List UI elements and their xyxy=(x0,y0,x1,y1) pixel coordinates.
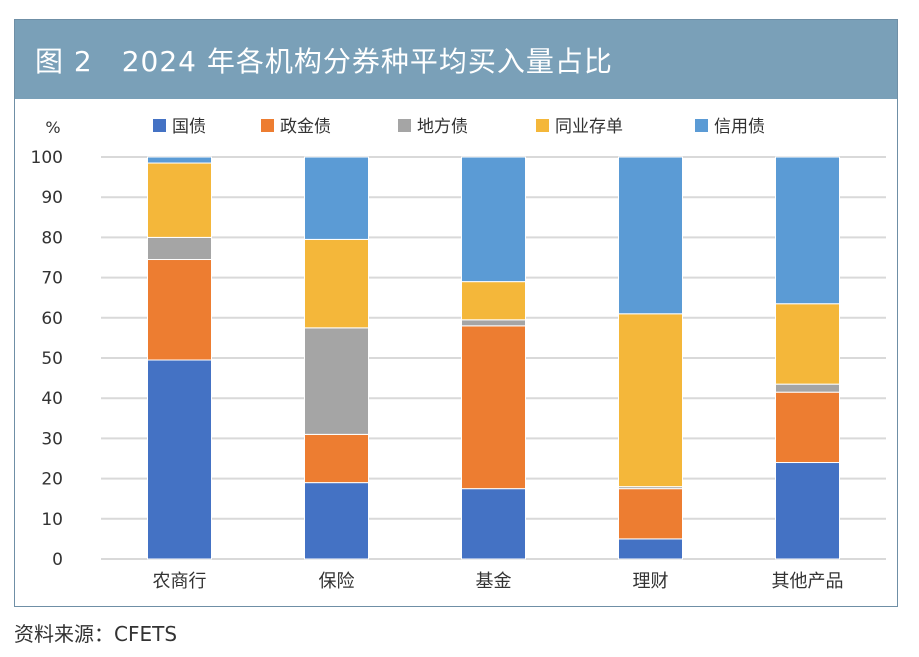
y-tick-label: 0 xyxy=(52,550,63,570)
bar-segment xyxy=(775,462,840,560)
bar-segment xyxy=(461,488,526,560)
legend-swatch xyxy=(153,119,166,132)
legend-swatch xyxy=(261,119,274,132)
bar-segment xyxy=(618,156,683,315)
legend-label: 国债 xyxy=(172,117,206,137)
bar-segment xyxy=(775,391,840,464)
bar-segment xyxy=(775,303,840,385)
y-tick-label: 80 xyxy=(41,228,63,248)
legend-label: 信用债 xyxy=(714,117,765,137)
bar-segment xyxy=(775,383,840,393)
bar-segment xyxy=(304,327,369,435)
y-tick-label: 30 xyxy=(41,429,63,449)
bar-segment xyxy=(147,162,212,238)
bar-segment xyxy=(618,538,683,560)
bar-segment xyxy=(461,319,526,327)
bar-segment xyxy=(304,156,369,240)
y-tick-label: 70 xyxy=(41,269,63,289)
bar-segment xyxy=(304,238,369,329)
chart-frame: 图 2 2024 年各机构分券种平均买入量占比 0 10 20 30 40 50 60 70 8… xyxy=(14,19,898,607)
bar-segment xyxy=(618,313,683,488)
title-bar: 图 2 2024 年各机构分券种平均买入量占比 xyxy=(15,20,897,99)
source-note: 资料来源：CFETS xyxy=(14,622,178,646)
x-tick-label: 其他产品 xyxy=(772,571,844,592)
x-tick-label: 理财 xyxy=(633,571,669,592)
chart-title: 图 2 2024 年各机构分券种平均买入量占比 xyxy=(35,44,613,78)
chart-plot: 0 10 20 30 40 50 60 70 80 90 100% 国债 政金债 地方债 同业存单 信用债农商… xyxy=(31,117,886,592)
bar-segment xyxy=(147,259,212,361)
x-tick-label: 基金 xyxy=(476,571,512,592)
bar-segment xyxy=(147,236,212,261)
legend-label: 地方债 xyxy=(417,117,468,137)
bar-segment xyxy=(461,156,526,283)
bar-segment xyxy=(461,281,526,321)
y-unit-label: % xyxy=(45,118,60,137)
bar-segment xyxy=(147,156,212,164)
y-tick-label: 20 xyxy=(41,470,63,490)
y-tick-label: 90 xyxy=(41,188,63,208)
bar-segment xyxy=(618,488,683,540)
legend-label: 政金债 xyxy=(280,117,331,137)
legend-swatch xyxy=(536,119,549,132)
y-tick-label: 10 xyxy=(41,510,63,530)
y-tick-label: 100 xyxy=(31,148,63,168)
legend-label: 同业存单 xyxy=(555,117,623,137)
x-tick-label: 保险 xyxy=(319,571,355,592)
legend-swatch xyxy=(398,119,411,132)
y-tick-label: 40 xyxy=(41,389,63,409)
y-tick-label: 50 xyxy=(41,349,63,369)
legend-swatch xyxy=(695,119,708,132)
bar-segment xyxy=(775,156,840,305)
y-tick-label: 60 xyxy=(41,309,63,329)
x-tick-label: 农商行 xyxy=(153,571,207,592)
bar-segment xyxy=(461,325,526,490)
bar-segment xyxy=(147,359,212,560)
bar-segment xyxy=(304,482,369,560)
bar-segment xyxy=(304,433,369,484)
